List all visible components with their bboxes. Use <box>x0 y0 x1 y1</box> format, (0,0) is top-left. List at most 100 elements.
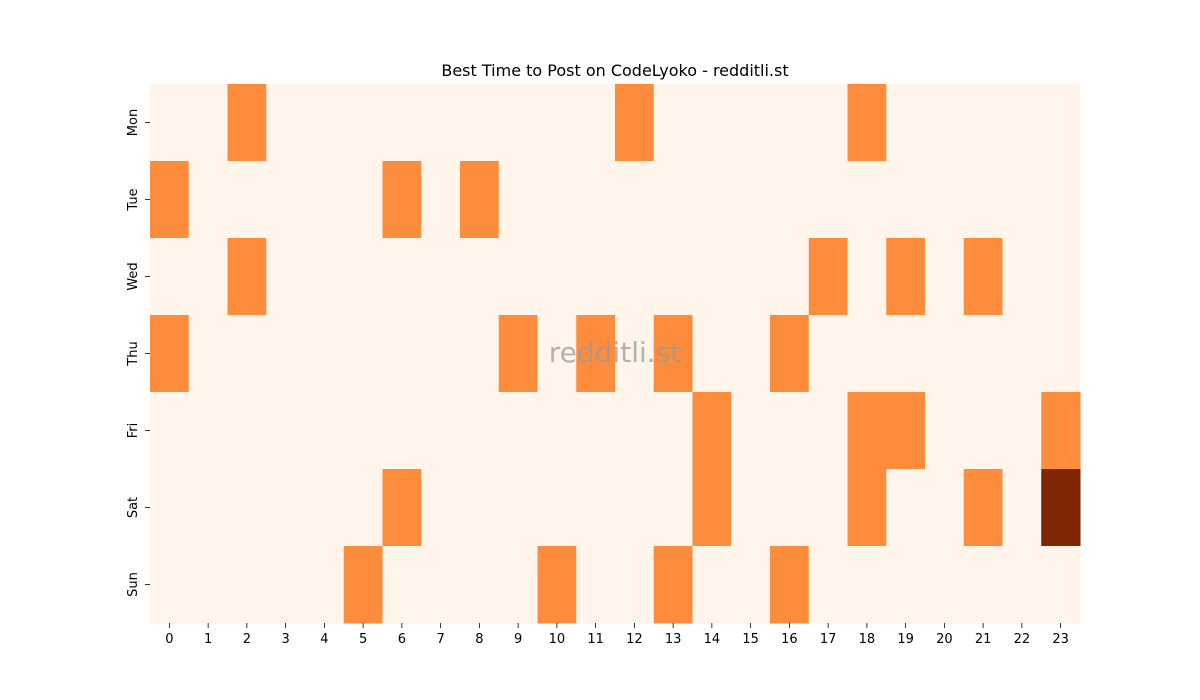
heatmap-cell <box>227 392 267 470</box>
heatmap-cell <box>421 392 461 470</box>
heatmap-cell <box>305 469 345 547</box>
heatmap-cell <box>1002 546 1042 624</box>
heatmap-cell <box>305 84 345 162</box>
heatmap-cell <box>227 161 267 239</box>
heatmap-cell <box>266 238 306 316</box>
heatmap-cell <box>731 469 771 547</box>
heatmap-cell <box>925 469 965 547</box>
y-tick-label: Mon <box>126 109 141 136</box>
heatmap-cell <box>886 238 926 316</box>
x-tick-label: 19 <box>897 632 914 647</box>
heatmap-cell <box>847 315 887 393</box>
x-tick-label: 5 <box>359 632 367 647</box>
heatmap-cell <box>576 238 616 316</box>
heatmap-cell <box>963 315 1003 393</box>
heatmap-cell <box>847 469 887 547</box>
heatmap-cell <box>1002 315 1042 393</box>
heatmap-cell <box>963 469 1003 547</box>
x-tick-label: 23 <box>1052 632 1069 647</box>
heatmap-cell <box>227 238 267 316</box>
heatmap-cell <box>150 392 190 470</box>
heatmap-cell <box>576 392 616 470</box>
x-tick-label: 14 <box>704 632 721 647</box>
heatmap-cell <box>150 315 190 393</box>
heatmap-cell <box>925 161 965 239</box>
watermark: redditli.st <box>549 336 681 369</box>
x-tick-label: 10 <box>549 632 566 647</box>
heatmap-cell <box>343 161 383 239</box>
x-tick-label: 13 <box>665 632 682 647</box>
heatmap-cell <box>421 315 461 393</box>
heatmap-cell <box>227 546 267 624</box>
x-tick-label: 7 <box>436 632 444 647</box>
x-tick-label: 0 <box>165 632 173 647</box>
heatmap-cell <box>808 161 848 239</box>
heatmap-cell <box>925 546 965 624</box>
x-tick-label: 21 <box>975 632 992 647</box>
heatmap-cell <box>886 546 926 624</box>
heatmap-cell <box>692 469 732 547</box>
heatmap-cell <box>692 315 732 393</box>
heatmap-cell <box>460 161 500 239</box>
heatmap-cell <box>537 315 577 393</box>
y-tick-label: Sat <box>126 497 141 518</box>
heatmap-cell <box>343 238 383 316</box>
heatmap-cell <box>227 84 267 162</box>
heatmap-cell <box>615 84 655 162</box>
heatmap-cell <box>266 469 306 547</box>
heatmap-cell <box>498 238 538 316</box>
heatmap-cell <box>731 84 771 162</box>
heatmap-cell <box>421 84 461 162</box>
heatmap-cell <box>498 315 538 393</box>
heatmap-cell <box>150 546 190 624</box>
heatmap-cell <box>498 392 538 470</box>
x-tick-label: 8 <box>475 632 483 647</box>
heatmap-cell <box>1041 469 1081 547</box>
heatmap-cell <box>963 392 1003 470</box>
heatmap-cell <box>925 315 965 393</box>
heatmap-cell <box>537 392 577 470</box>
heatmap-cell <box>847 392 887 470</box>
heatmap-cell <box>343 84 383 162</box>
heatmap-cell <box>653 161 693 239</box>
x-tick-label: 20 <box>936 632 953 647</box>
heatmap-cell <box>808 469 848 547</box>
x-tick-label: 12 <box>626 632 643 647</box>
heatmap-cell <box>770 546 810 624</box>
heatmap-cell <box>615 469 655 547</box>
heatmap-cell <box>1002 84 1042 162</box>
heatmap-cell <box>305 161 345 239</box>
heatmap-cell <box>188 546 228 624</box>
heatmap-cell <box>188 238 228 316</box>
heatmap-cell <box>305 546 345 624</box>
heatmap-cell <box>653 469 693 547</box>
heatmap-cell <box>808 546 848 624</box>
heatmap-cell <box>537 469 577 547</box>
heatmap-cell <box>421 469 461 547</box>
heatmap-cell <box>537 238 577 316</box>
x-tick-label: 4 <box>320 632 328 647</box>
heatmap-cell <box>731 161 771 239</box>
heatmap-cell <box>1041 84 1081 162</box>
heatmap-cell <box>925 392 965 470</box>
heatmap-cell <box>808 84 848 162</box>
chart-title: Best Time to Post on CodeLyoko - redditl… <box>441 61 788 80</box>
y-tick-label: Sun <box>126 572 141 597</box>
heatmap-cell <box>266 315 306 393</box>
heatmap-cell <box>808 392 848 470</box>
heatmap-cells <box>150 84 1081 624</box>
heatmap-cell <box>770 161 810 239</box>
heatmap-cell <box>770 469 810 547</box>
heatmap-cell <box>731 392 771 470</box>
y-tick-label: Wed <box>126 262 141 290</box>
heatmap-cell <box>653 238 693 316</box>
heatmap-cell <box>421 238 461 316</box>
x-tick-label: 11 <box>587 632 604 647</box>
x-tick-label: 16 <box>781 632 798 647</box>
heatmap-cell <box>421 161 461 239</box>
heatmap-cell <box>615 238 655 316</box>
heatmap-cell <box>692 238 732 316</box>
heatmap-cell <box>1041 161 1081 239</box>
x-tick-label: 3 <box>281 632 289 647</box>
